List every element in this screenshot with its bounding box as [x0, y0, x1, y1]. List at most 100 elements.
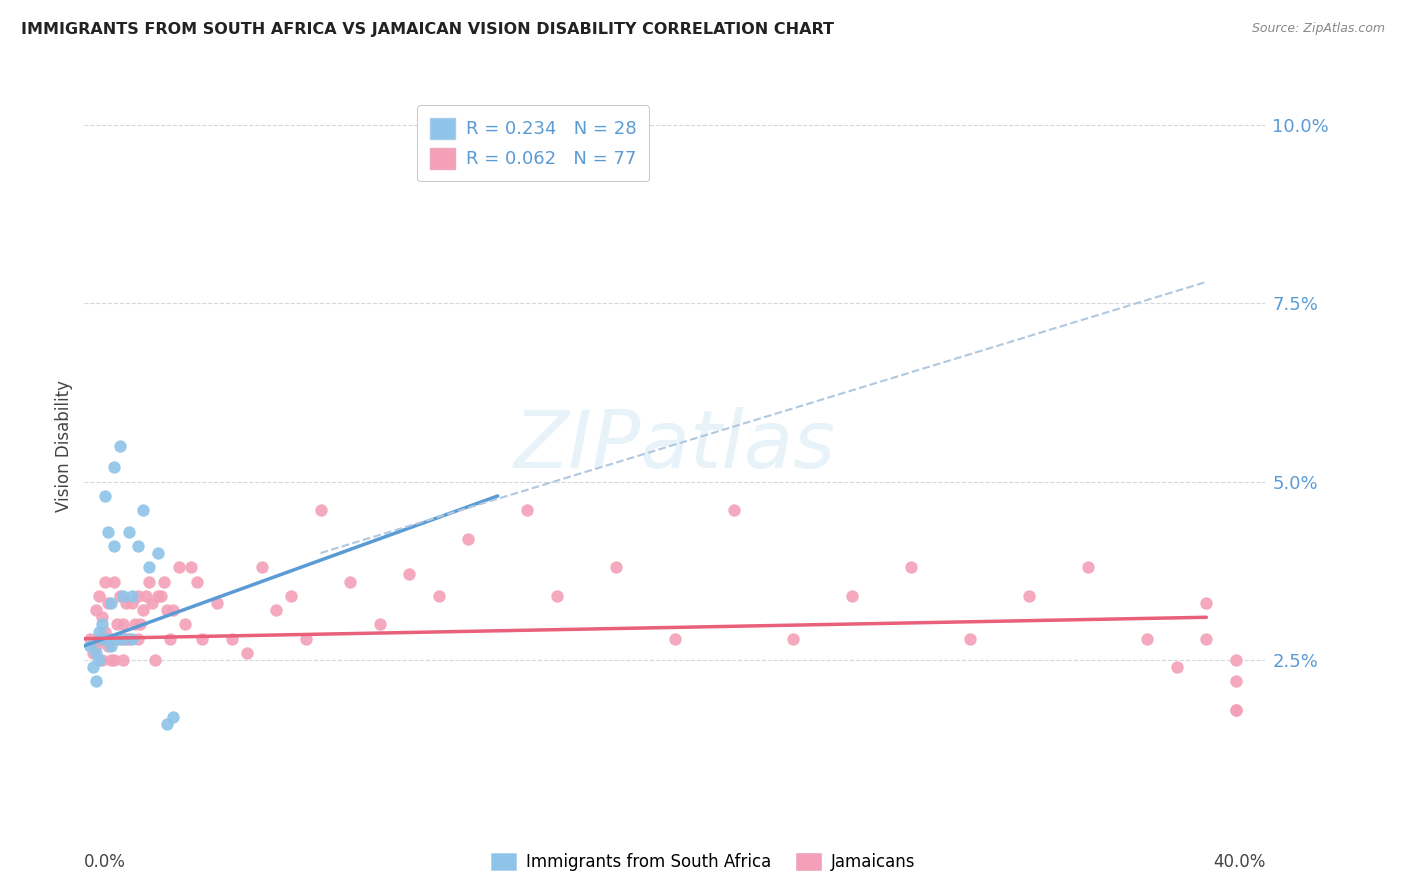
Point: [82, 660, 104, 674]
Point: [1225, 703, 1247, 717]
Point: [129, 617, 152, 632]
Point: [250, 560, 273, 574]
Text: 40.0%: 40.0%: [1213, 853, 1265, 871]
Point: [100, 632, 122, 646]
Point: [180, 560, 202, 574]
Point: [135, 589, 157, 603]
Point: [141, 596, 163, 610]
Point: [111, 617, 134, 632]
Point: [143, 653, 166, 667]
Point: [148, 589, 170, 603]
Point: [114, 632, 136, 646]
Point: [138, 560, 160, 574]
Point: [103, 653, 125, 667]
Point: [723, 503, 745, 517]
Legend: Immigrants from South Africa, Jamaicans: Immigrants from South Africa, Jamaicans: [482, 845, 924, 880]
Point: [84, 674, 107, 689]
Text: IMMIGRANTS FROM SOUTH AFRICA VS JAMAICAN VISION DISABILITY CORRELATION CHART: IMMIGRANTS FROM SOUTH AFRICA VS JAMAICAN…: [21, 22, 834, 37]
Point: [97, 639, 120, 653]
Point: [97, 524, 120, 539]
Point: [1077, 560, 1099, 574]
Text: 0.0%: 0.0%: [84, 853, 127, 871]
Point: [457, 532, 479, 546]
Point: [221, 632, 243, 646]
Point: [84, 603, 107, 617]
Point: [100, 653, 122, 667]
Point: [398, 567, 420, 582]
Point: [900, 560, 922, 574]
Point: [173, 617, 195, 632]
Point: [186, 574, 208, 589]
Point: [664, 632, 686, 646]
Point: [1018, 589, 1040, 603]
Point: [108, 632, 131, 646]
Point: [79, 632, 101, 646]
Point: [82, 646, 104, 660]
Point: [100, 596, 122, 610]
Point: [516, 503, 538, 517]
Legend: R = 0.234   N = 28, R = 0.062   N = 77: R = 0.234 N = 28, R = 0.062 N = 77: [418, 105, 650, 181]
Point: [114, 596, 136, 610]
Point: [127, 589, 149, 603]
Point: [127, 632, 149, 646]
Point: [94, 489, 117, 503]
Point: [138, 574, 160, 589]
Point: [118, 524, 141, 539]
Point: [111, 589, 134, 603]
Point: [1225, 703, 1247, 717]
Point: [153, 574, 176, 589]
Point: [280, 589, 302, 603]
Point: [1136, 632, 1159, 646]
Point: [111, 632, 134, 646]
Point: [1195, 632, 1218, 646]
Point: [191, 632, 214, 646]
Point: [103, 539, 125, 553]
Point: [111, 653, 134, 667]
Point: [91, 617, 114, 632]
Point: [156, 603, 179, 617]
Point: [162, 710, 184, 724]
Point: [148, 546, 170, 560]
Point: [91, 653, 114, 667]
Point: [339, 574, 361, 589]
Point: [127, 539, 149, 553]
Point: [264, 603, 288, 617]
Point: [94, 624, 117, 639]
Point: [546, 589, 568, 603]
Point: [309, 503, 332, 517]
Point: [235, 646, 259, 660]
Point: [150, 589, 173, 603]
Point: [132, 503, 155, 517]
Point: [159, 632, 181, 646]
Point: [841, 589, 863, 603]
Point: [782, 632, 804, 646]
Point: [100, 639, 122, 653]
Point: [87, 653, 111, 667]
Point: [87, 632, 111, 646]
Point: [108, 589, 131, 603]
Text: Source: ZipAtlas.com: Source: ZipAtlas.com: [1251, 22, 1385, 36]
Point: [1225, 674, 1247, 689]
Point: [162, 603, 184, 617]
Point: [124, 617, 146, 632]
Point: [121, 589, 143, 603]
Point: [959, 632, 981, 646]
Point: [91, 632, 114, 646]
Point: [105, 617, 128, 632]
Point: [118, 632, 141, 646]
Point: [108, 439, 131, 453]
Point: [427, 589, 450, 603]
Point: [1166, 660, 1188, 674]
Point: [103, 574, 125, 589]
Point: [84, 646, 107, 660]
Point: [1225, 653, 1247, 667]
Point: [205, 596, 228, 610]
Point: [605, 560, 627, 574]
Point: [368, 617, 391, 632]
Point: [87, 624, 111, 639]
Point: [295, 632, 318, 646]
Point: [132, 603, 155, 617]
Text: ZIPatlas: ZIPatlas: [513, 407, 837, 485]
Point: [79, 639, 101, 653]
Point: [167, 560, 190, 574]
